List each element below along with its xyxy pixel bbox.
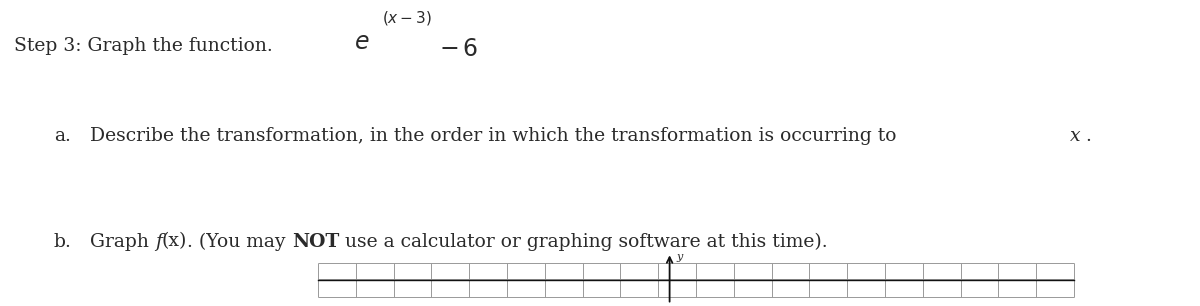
Text: .: . — [1085, 127, 1091, 145]
Text: . (You may: . (You may — [187, 233, 292, 251]
Text: Describe the transformation, in the order in which the transformation is occurri: Describe the transformation, in the orde… — [90, 127, 902, 145]
Text: $-\,6$: $-\,6$ — [439, 38, 479, 61]
Text: x: x — [1070, 127, 1081, 145]
Text: $\it{(x-3)}$: $\it{(x-3)}$ — [382, 9, 432, 27]
Text: $\it{e}$: $\it{e}$ — [354, 31, 370, 54]
Text: a.: a. — [54, 127, 71, 145]
Text: NOT: NOT — [292, 233, 340, 251]
Text: b.: b. — [54, 233, 72, 251]
Text: use a calculator or graphing software at this time).: use a calculator or graphing software at… — [340, 233, 828, 251]
Text: Graph: Graph — [90, 233, 155, 251]
Text: f: f — [155, 233, 162, 251]
Text: Step 3: Graph the function.: Step 3: Graph the function. — [14, 37, 274, 55]
Text: y: y — [677, 252, 683, 263]
Text: (x): (x) — [162, 233, 187, 251]
